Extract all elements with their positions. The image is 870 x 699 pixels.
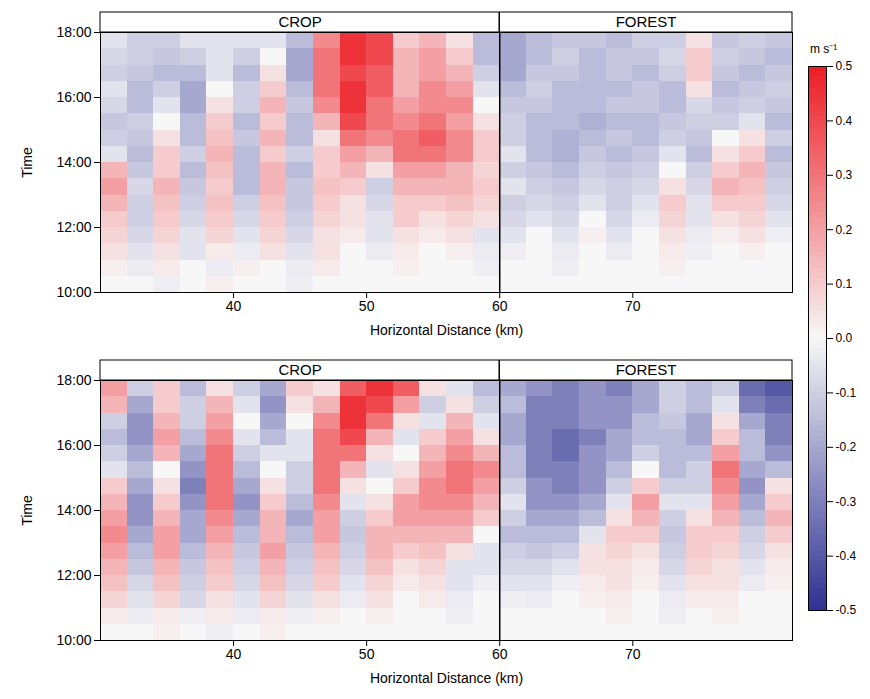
svg-text:12:00: 12:00 [56, 219, 91, 235]
svg-text:10:00: 10:00 [56, 632, 91, 648]
svg-text:18:00: 18:00 [56, 372, 91, 388]
svg-text:FOREST: FOREST [616, 361, 677, 378]
svg-text:70: 70 [625, 646, 641, 662]
svg-text:0.4: 0.4 [836, 114, 853, 128]
svg-text:FOREST: FOREST [616, 13, 677, 30]
svg-text:12:00: 12:00 [56, 567, 91, 583]
svg-text:-0.3: -0.3 [836, 495, 857, 509]
svg-text:40: 40 [226, 646, 242, 662]
svg-text:0.3: 0.3 [836, 168, 853, 182]
svg-text:70: 70 [625, 298, 641, 314]
svg-text:-0.2: -0.2 [836, 440, 857, 454]
svg-text:14:00: 14:00 [56, 154, 91, 170]
svg-text:-0.5: -0.5 [836, 603, 857, 617]
svg-text:18:00: 18:00 [56, 24, 91, 40]
svg-text:60: 60 [492, 298, 508, 314]
svg-text:0.1: 0.1 [836, 277, 853, 291]
svg-text:CROP: CROP [278, 13, 321, 30]
svg-text:50: 50 [359, 646, 375, 662]
svg-text:Horizontal Distance (km): Horizontal Distance (km) [370, 322, 523, 338]
svg-text:0.2: 0.2 [836, 223, 853, 237]
svg-text:16:00: 16:00 [56, 437, 91, 453]
svg-text:60: 60 [492, 646, 508, 662]
svg-text:0.5: 0.5 [836, 59, 853, 73]
svg-text:-0.4: -0.4 [836, 549, 857, 563]
svg-text:Time: Time [19, 147, 35, 178]
html-text:m s⁻¹: m s⁻¹ [810, 42, 838, 56]
svg-text:10:00: 10:00 [56, 284, 91, 300]
svg-text:Horizontal Distance (km): Horizontal Distance (km) [370, 670, 523, 686]
svg-text:50: 50 [359, 298, 375, 314]
svg-text:-0.1: -0.1 [836, 386, 857, 400]
svg-text:14:00: 14:00 [56, 502, 91, 518]
svg-text:40: 40 [226, 298, 242, 314]
svg-text:Time: Time [19, 495, 35, 526]
svg-text:0.0: 0.0 [836, 331, 853, 345]
svg-text:16:00: 16:00 [56, 89, 91, 105]
svg-text:CROP: CROP [278, 361, 321, 378]
